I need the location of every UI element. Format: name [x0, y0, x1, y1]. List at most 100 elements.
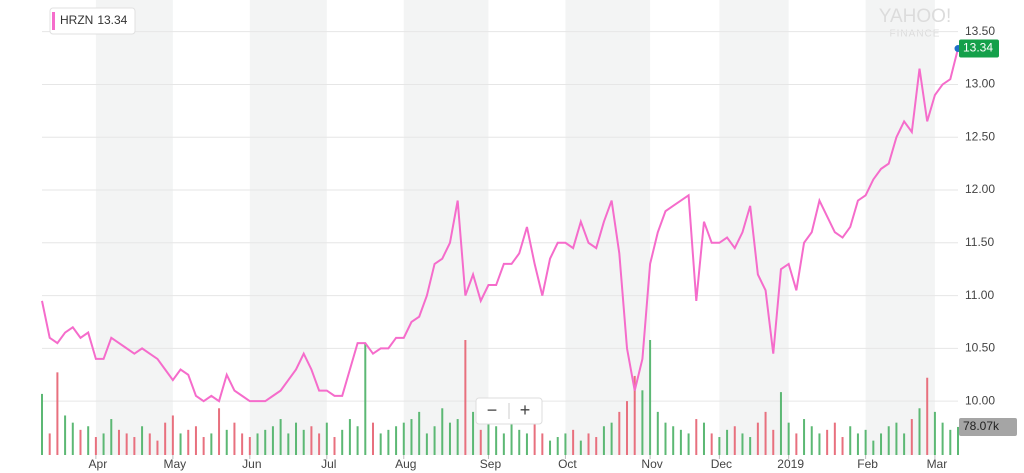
- volume-bar: [271, 426, 274, 455]
- volume-bar: [549, 440, 552, 455]
- x-tick-label: Oct: [558, 457, 577, 471]
- volume-bar: [117, 429, 120, 455]
- background: [95, 0, 935, 455]
- volume-bar: [356, 426, 359, 455]
- volume-bar: [733, 426, 736, 455]
- volume-bar: [695, 419, 698, 455]
- x-tick-label: Jul: [321, 457, 336, 471]
- volume-bar: [387, 429, 390, 455]
- volume-bar: [456, 419, 459, 455]
- volume-bar: [418, 411, 421, 455]
- watermark: FINANCE: [890, 29, 941, 40]
- volume-bar: [248, 437, 251, 455]
- volume-bar: [595, 437, 598, 455]
- volume-bar: [741, 433, 744, 455]
- volume-bar: [410, 419, 413, 455]
- volume-bar: [903, 433, 906, 455]
- volume-bar: [318, 433, 321, 455]
- volume-bar: [79, 429, 82, 455]
- volume-bar: [364, 343, 367, 455]
- volume-bar: [295, 422, 298, 455]
- month-band: [865, 0, 935, 455]
- volume-bar: [325, 422, 328, 455]
- volume-bar: [687, 433, 690, 455]
- volume-bar: [341, 429, 344, 455]
- volume-bar: [241, 433, 244, 455]
- volume-bar: [710, 433, 713, 455]
- volume-bar: [718, 437, 721, 455]
- volume-bar: [487, 422, 490, 455]
- month-band: [403, 0, 489, 455]
- volume-bar: [887, 426, 890, 455]
- volume-bar: [933, 411, 936, 455]
- x-tick-label: Jun: [242, 457, 261, 471]
- volume-bar: [302, 429, 305, 455]
- legend-value: 13.34: [97, 13, 127, 27]
- price-badge-label: 13.34: [963, 41, 993, 55]
- volume-bar: [64, 415, 67, 455]
- volume-label: 78.07k: [963, 419, 1000, 433]
- x-tick-label: Aug: [395, 457, 416, 471]
- volume-bar: [171, 415, 174, 455]
- volume-bar: [194, 426, 197, 455]
- volume-bar: [626, 401, 629, 455]
- volume-bar: [441, 408, 444, 455]
- volume-bar: [587, 433, 590, 455]
- volume-bar: [764, 411, 767, 455]
- volume-bar: [572, 429, 575, 455]
- volume-bar: [872, 440, 875, 455]
- volume-bar: [264, 429, 267, 455]
- month-band: [95, 0, 173, 455]
- volume-bar: [279, 419, 282, 455]
- volume-bar: [895, 422, 898, 455]
- volume-bar: [610, 422, 613, 455]
- volume-bar: [41, 393, 43, 455]
- volume-bar: [148, 433, 151, 455]
- volume-bar: [210, 433, 213, 455]
- y-tick-label: 11.00: [965, 288, 994, 302]
- volume-bar: [225, 429, 228, 455]
- volume-bar: [664, 422, 667, 455]
- volume-bar: [425, 433, 428, 455]
- volume-bar: [256, 433, 259, 455]
- zoom-in-button[interactable]: +: [520, 400, 531, 420]
- volume-bar: [348, 419, 351, 455]
- volume-bar: [941, 422, 944, 455]
- volume-bar: [94, 437, 97, 455]
- volume-bar: [187, 429, 190, 455]
- volume-bar: [726, 429, 729, 455]
- volume-bar: [841, 437, 844, 455]
- x-tick-label: 2019: [777, 457, 804, 471]
- x-tick-label: May: [164, 457, 187, 471]
- volume-bar: [464, 340, 467, 455]
- volume-bar: [656, 411, 659, 455]
- volume-bar: [510, 415, 513, 455]
- volume-bar: [133, 437, 136, 455]
- legend-label: HRZN 13.34: [60, 13, 128, 27]
- legend-name: HRZN: [60, 13, 93, 27]
- volume-bar: [618, 411, 621, 455]
- volume-bar: [141, 426, 144, 455]
- y-tick-label: 12.00: [965, 182, 995, 196]
- volume-bar: [371, 422, 374, 455]
- month-band: [249, 0, 327, 455]
- volume-bar: [856, 433, 859, 455]
- x-tick-label: Sep: [480, 457, 502, 471]
- volume-bar: [56, 372, 59, 455]
- volume-bar: [179, 433, 182, 455]
- volume-bar: [849, 426, 852, 455]
- zoom-out-button[interactable]: −: [487, 400, 498, 420]
- volume-bar: [749, 437, 752, 455]
- volume-bar: [672, 426, 675, 455]
- x-tick-label: Apr: [89, 457, 108, 471]
- volume-bar: [779, 392, 782, 455]
- volume-bar: [87, 426, 90, 455]
- month-band: [719, 0, 789, 455]
- volume-bar: [810, 426, 813, 455]
- volume-bar: [518, 429, 521, 455]
- volume-bar: [202, 437, 205, 455]
- volume-bar: [918, 408, 921, 455]
- x-tick-label: Nov: [641, 457, 662, 471]
- volume-bar: [818, 433, 821, 455]
- volume-bar: [949, 429, 952, 455]
